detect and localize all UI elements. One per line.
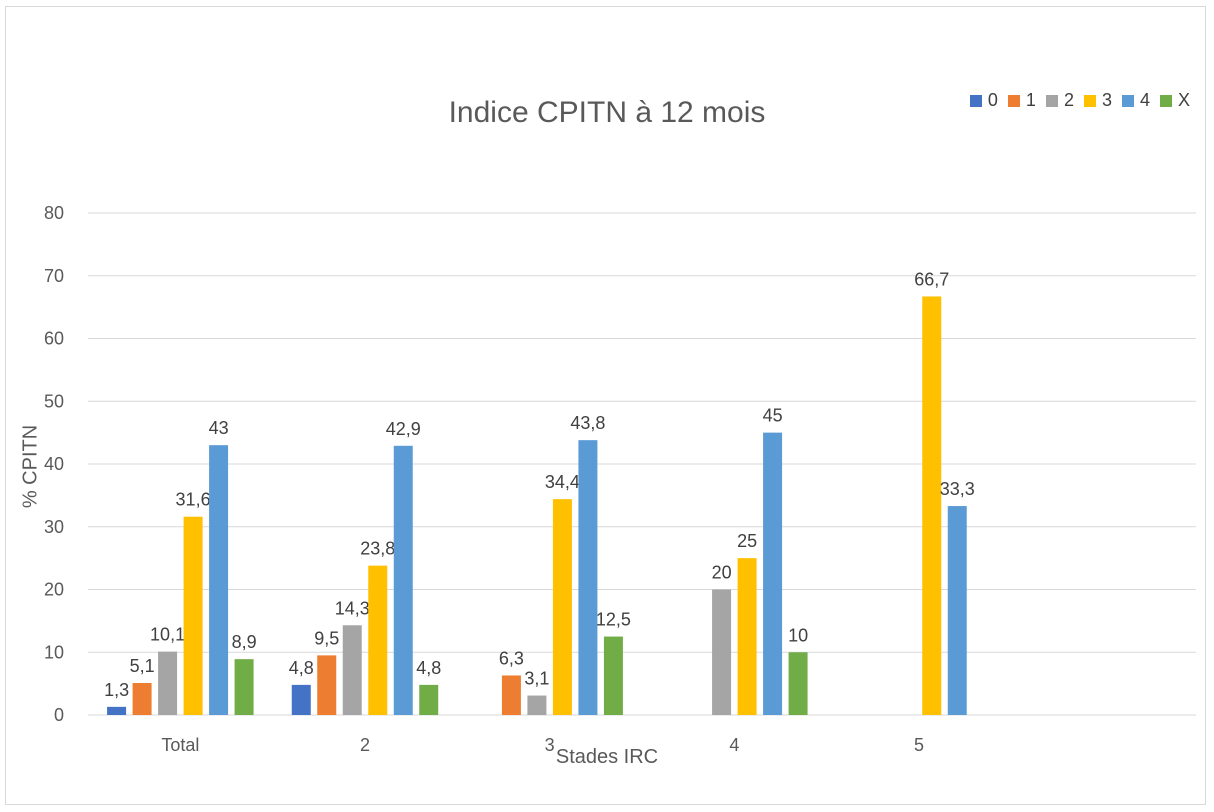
chart-legend: 0 1 2 3 4 X [969, 90, 1190, 111]
bar [552, 499, 572, 715]
x-tick-label: 2 [360, 735, 370, 755]
y-tick-label: 10 [44, 642, 64, 662]
data-label: 9,5 [314, 628, 339, 648]
data-label: 14,3 [335, 598, 370, 618]
data-label: 66,7 [914, 269, 949, 289]
data-label: 6,3 [499, 648, 524, 668]
x-tick-label: 3 [545, 735, 555, 755]
legend-swatch [1045, 94, 1058, 107]
bar [922, 296, 942, 715]
data-label: 33,3 [940, 479, 975, 499]
data-label: 8,9 [232, 632, 257, 652]
x-tick-label: 4 [729, 735, 739, 755]
bar [788, 652, 808, 715]
x-axis-label: Stades IRC [555, 746, 659, 768]
x-tick-label: Total [161, 735, 199, 755]
bar [393, 445, 413, 715]
data-label: 3,1 [524, 669, 549, 689]
data-label: 20 [712, 563, 732, 583]
legend-label: 1 [1025, 90, 1036, 110]
y-tick-label: 50 [44, 391, 64, 411]
legend-label: 3 [1101, 90, 1112, 110]
data-label: 25 [737, 531, 757, 551]
legend-swatch [1121, 94, 1134, 107]
data-label: 45 [763, 406, 783, 426]
y-tick-label: 40 [44, 454, 64, 474]
bar [234, 659, 254, 715]
y-tick-label: 20 [44, 580, 64, 600]
bar [132, 682, 152, 715]
data-label: 43,8 [570, 413, 605, 433]
data-label: 23,8 [360, 539, 395, 559]
legend-swatch [1007, 94, 1020, 107]
bar [209, 445, 229, 715]
bar [368, 565, 388, 715]
legend-item: 3 [1083, 90, 1112, 111]
x-tick-label: 5 [914, 735, 924, 755]
bar [342, 625, 362, 715]
y-tick-label: 80 [44, 203, 64, 223]
bar [419, 684, 439, 715]
bar [183, 516, 203, 715]
legend-swatch [1083, 94, 1096, 107]
bar [578, 440, 598, 715]
bar [737, 558, 757, 715]
data-label: 1,3 [104, 680, 129, 700]
bar [107, 706, 127, 715]
data-label: 4,8 [289, 658, 314, 678]
legend-item: 2 [1045, 90, 1074, 111]
bar [291, 684, 311, 715]
legend-item: 4 [1121, 90, 1150, 111]
data-label: 5,1 [130, 656, 155, 676]
y-tick-label: 60 [44, 329, 64, 349]
legend-swatch [969, 94, 982, 107]
data-label: 43 [209, 418, 229, 438]
data-label: 10,1 [150, 625, 185, 645]
data-label: 4,8 [416, 658, 441, 678]
legend-label: X [1177, 90, 1190, 110]
data-label: 42,9 [386, 419, 421, 439]
bar [763, 432, 783, 715]
legend-label: 0 [987, 90, 998, 110]
bar [158, 651, 178, 715]
bar [712, 589, 732, 715]
legend-label: 2 [1063, 90, 1074, 110]
y-tick-label: 0 [54, 705, 64, 725]
legend-item: 1 [1007, 90, 1036, 111]
y-tick-label: 30 [44, 517, 64, 537]
bar [947, 506, 967, 715]
data-label: 34,4 [545, 472, 580, 492]
legend-item: 0 [969, 90, 998, 111]
bar [501, 675, 521, 715]
legend-item: X [1159, 90, 1190, 111]
chart-title: Indice CPITN à 12 mois [448, 96, 766, 129]
data-label: 12,5 [596, 610, 631, 630]
data-label: 31,6 [176, 490, 211, 510]
legend-swatch [1159, 94, 1172, 107]
data-label: 10 [788, 625, 808, 645]
bar [317, 655, 337, 715]
legend-label: 4 [1139, 90, 1150, 110]
bar [527, 695, 547, 715]
bar [603, 636, 623, 715]
y-tick-label: 70 [44, 266, 64, 286]
